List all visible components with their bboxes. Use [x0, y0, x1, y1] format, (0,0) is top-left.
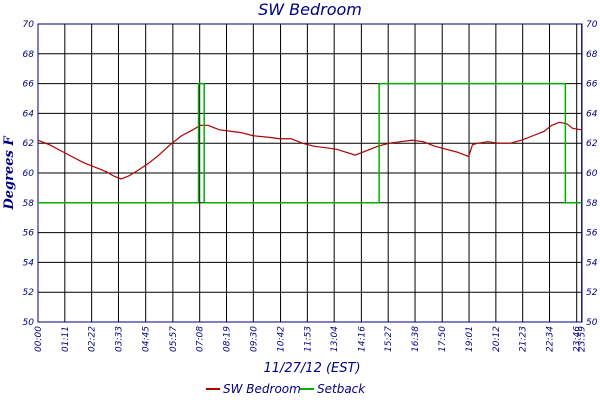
chart-title: SW Bedroom [258, 0, 362, 19]
y-tick-label-right: 68 [586, 50, 598, 60]
y-axis-label: Degrees F [2, 136, 17, 211]
y-tick-label-right: 58 [586, 199, 598, 209]
series-layer [37, 82, 582, 204]
x-tick-label: 13:04 [330, 326, 340, 352]
x-tick-label: 02:22 [88, 326, 98, 352]
plot-grid [38, 23, 583, 323]
x-tick-label: 11:53 [303, 326, 313, 352]
y-tick-label: 62 [23, 139, 35, 149]
x-tick-label: 17:50 [438, 326, 448, 352]
x-tick-label: 22:34 [546, 326, 556, 352]
y-tick-label-right: 50 [586, 318, 598, 328]
y-tick-label: 70 [23, 20, 35, 30]
x-tick-label: 07:08 [196, 326, 206, 352]
x-tick-label: 01:11 [61, 326, 71, 352]
y-tick-label: 54 [23, 258, 35, 268]
y-tick-label: 56 [23, 229, 35, 239]
x-tick-label: 08:19 [223, 326, 233, 352]
y-tick-label-right: 70 [586, 20, 598, 30]
y-tick-label: 66 [23, 80, 35, 90]
y-tick-label-right: 54 [586, 258, 598, 268]
y-tick-label-right: 64 [586, 109, 598, 119]
x-tick-labels: 00:00 01:11 02:22 03:33 04:45 05:57 07:08 08:19… [34, 326, 588, 352]
y-tick-label-right: 66 [586, 80, 598, 90]
y-tick-label: 60 [23, 169, 35, 179]
x-tick-label: 03:33 [114, 326, 124, 352]
y-tick-label-right: 56 [586, 229, 598, 239]
legend: SW Bedroom Setback [206, 382, 366, 396]
x-tick-label: 19:01 [465, 326, 475, 352]
y-tick-label-right: 60 [586, 169, 598, 179]
series-line-sw-bedroom [37, 121, 582, 180]
x-tick-label: 10:42 [277, 326, 287, 352]
x-tick-label: 23:46 [573, 326, 583, 352]
y-tick-label: 58 [23, 199, 35, 209]
y-tick-label: 68 [23, 50, 35, 60]
legend-label: SW Bedroom [223, 382, 301, 396]
x-tick-label: 04:45 [142, 326, 152, 352]
y-tick-label: 64 [23, 109, 35, 119]
x-tick-label: 16:38 [411, 326, 421, 352]
x-tick-label: 05:57 [169, 326, 179, 352]
y-tick-label-right: 52 [586, 288, 598, 298]
x-tick-label: 23:59 [578, 326, 588, 352]
y-tick-label: 52 [23, 288, 35, 298]
x-tick-label: 09:30 [249, 326, 259, 352]
y-tick-labels-left: 50 52 54 56 58 60 62 64 66 68 70 [23, 20, 35, 328]
x-tick-label: 00:00 [34, 326, 44, 352]
y-tick-label-right: 62 [586, 139, 598, 149]
y-tick-labels-right: 50 52 54 56 58 60 62 64 66 68 70 [586, 20, 598, 328]
series-line-setback [38, 82, 582, 204]
legend-label: Setback [317, 382, 366, 396]
x-tick-label: 14:16 [357, 326, 367, 352]
x-tick-label: 15:27 [384, 326, 394, 352]
y-tick-label: 50 [23, 318, 35, 328]
x-tick-label: 21:23 [519, 326, 529, 352]
x-axis-label: 11/27/12 (EST) [263, 361, 360, 376]
plot-frame [37, 23, 583, 323]
x-tick-label: 20:12 [492, 326, 502, 352]
